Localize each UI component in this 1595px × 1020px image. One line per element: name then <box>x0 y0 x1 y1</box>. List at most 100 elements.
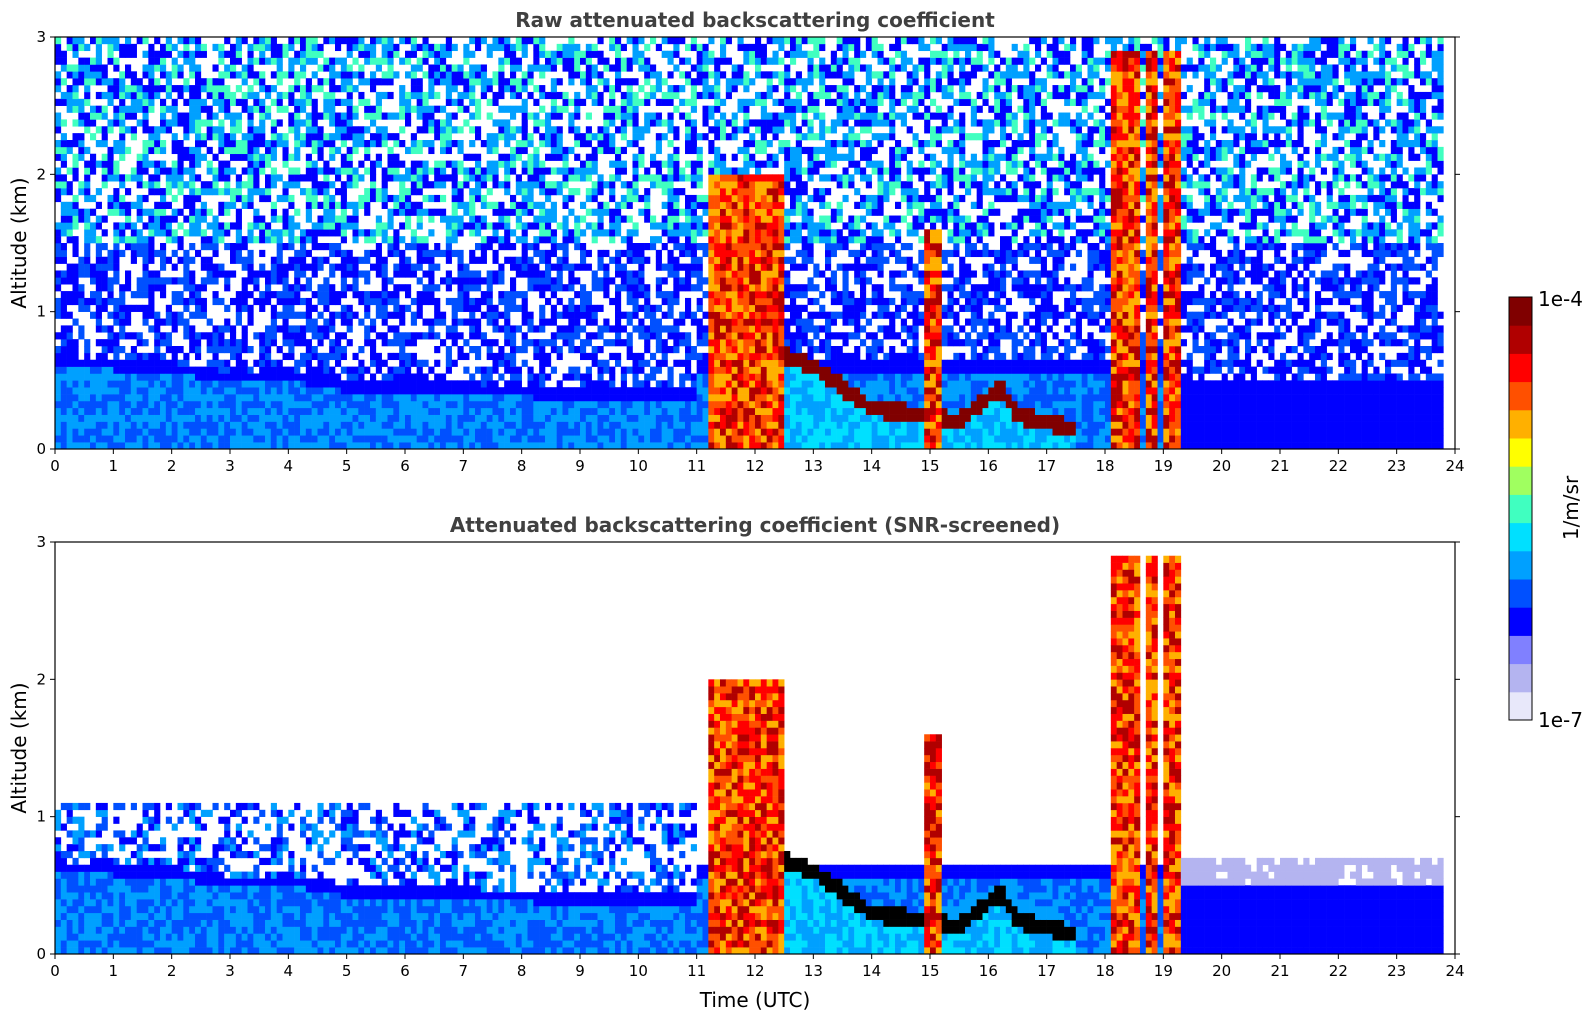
heatmap-cell <box>428 249 435 258</box>
heatmap-cell <box>305 133 312 141</box>
heatmap-cell <box>463 43 470 52</box>
heatmap-cell <box>457 215 464 223</box>
heatmap-cell <box>451 98 458 106</box>
heatmap-cell <box>650 387 657 395</box>
heatmap-cell <box>55 57 62 65</box>
heatmap-cell <box>410 71 417 79</box>
heatmap-cell <box>702 91 709 100</box>
heatmap-cell <box>113 359 120 367</box>
heatmap-cell <box>445 236 452 244</box>
heatmap-cell <box>84 174 91 182</box>
heatmap-cell <box>224 421 231 429</box>
heatmap-cell <box>60 222 67 230</box>
heatmap-cell <box>189 50 196 58</box>
heatmap-cell <box>136 37 143 45</box>
heatmap-cell <box>113 339 120 347</box>
heatmap-cell <box>300 435 307 443</box>
heatmap-cell <box>731 407 738 415</box>
heatmap-cell <box>550 407 557 415</box>
heatmap-cell <box>609 98 616 106</box>
heatmap-cell <box>84 400 91 409</box>
heatmap-cell <box>521 291 528 299</box>
heatmap-cell <box>550 181 557 189</box>
heatmap-cell <box>556 270 563 278</box>
heatmap-cell <box>101 407 108 415</box>
heatmap-cell <box>148 291 155 299</box>
heatmap-cell <box>405 394 412 402</box>
heatmap-cell <box>632 50 639 58</box>
heatmap-cell <box>195 188 202 196</box>
heatmap-cell <box>591 194 598 203</box>
heatmap-cell <box>101 256 108 264</box>
heatmap-cell <box>533 98 540 106</box>
heatmap-cell <box>200 407 207 415</box>
heatmap-cell <box>655 380 662 388</box>
heatmap-cell <box>113 64 120 72</box>
heatmap-cell <box>457 277 464 285</box>
heatmap-cell <box>545 229 552 237</box>
heatmap-cell <box>183 407 190 415</box>
heatmap-cell <box>119 201 126 209</box>
heatmap-cell <box>504 119 511 127</box>
heatmap-cell <box>282 366 289 374</box>
heatmap-cell <box>393 387 400 395</box>
heatmap-cell <box>259 387 266 395</box>
heatmap-cell <box>440 387 447 395</box>
heatmap-cell <box>480 394 487 402</box>
heatmap-cell <box>288 71 295 79</box>
heatmap-cell <box>358 366 365 374</box>
heatmap-cell <box>165 229 172 237</box>
heatmap-cell <box>90 160 97 168</box>
heatmap-cell <box>410 311 417 319</box>
heatmap-cell <box>171 359 178 367</box>
heatmap-cell <box>259 249 266 258</box>
heatmap-cell <box>113 407 120 415</box>
heatmap-cell <box>539 291 546 299</box>
heatmap-cell <box>177 435 184 443</box>
heatmap-cell <box>171 64 178 72</box>
heatmap-cell <box>597 188 604 196</box>
heatmap-cell <box>585 208 592 216</box>
heatmap-cell <box>655 174 662 182</box>
heatmap-cell <box>422 181 429 189</box>
heatmap-cell <box>119 400 126 409</box>
heatmap-cell <box>282 421 289 429</box>
heatmap-cell <box>632 256 639 264</box>
heatmap-cell <box>247 71 254 79</box>
heatmap-cell <box>510 373 517 381</box>
heatmap-cell <box>393 174 400 182</box>
heatmap-cell <box>241 263 248 271</box>
heatmap-cell <box>95 78 102 86</box>
heatmap-cell <box>101 380 108 388</box>
heatmap-cell <box>434 407 441 415</box>
heatmap-cell <box>644 421 651 429</box>
heatmap-cell <box>498 64 505 72</box>
heatmap-cell <box>113 201 120 209</box>
heatmap-cell <box>265 236 272 244</box>
heatmap-cell <box>615 174 622 182</box>
heatmap-cell <box>335 85 342 93</box>
heatmap-cell <box>113 119 120 127</box>
heatmap-cell <box>556 78 563 86</box>
heatmap-cell <box>638 325 645 333</box>
heatmap-cell <box>486 98 493 106</box>
heatmap-cell <box>224 387 231 395</box>
heatmap-cell <box>661 119 668 127</box>
heatmap-cell <box>200 256 207 264</box>
heatmap-cell <box>288 332 295 340</box>
heatmap-cell <box>66 236 73 244</box>
heatmap-cell <box>515 208 522 216</box>
heatmap-cell <box>311 188 318 196</box>
heatmap-cell <box>638 208 645 216</box>
heatmap-cell <box>200 297 207 306</box>
heatmap-cell <box>171 352 178 361</box>
heatmap-cell <box>720 311 727 319</box>
heatmap-cell <box>317 332 324 340</box>
heatmap-cell <box>510 160 517 168</box>
heatmap-cell <box>142 304 149 312</box>
heatmap-cell <box>667 222 674 230</box>
heatmap-cell <box>154 442 161 449</box>
heatmap-cell <box>504 126 511 134</box>
heatmap-cell <box>148 236 155 244</box>
heatmap-cell <box>445 98 452 106</box>
